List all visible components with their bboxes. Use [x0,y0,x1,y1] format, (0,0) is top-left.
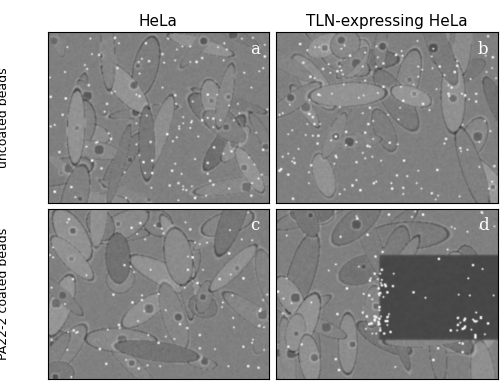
Text: TLN-expressing HeLa: TLN-expressing HeLa [306,14,468,29]
Text: c: c [250,217,260,234]
Text: d: d [478,217,488,234]
Text: b: b [478,41,488,58]
Text: HeLa: HeLa [138,14,177,29]
Text: a: a [250,41,260,58]
Text: PA22-2 coated beads: PA22-2 coated beads [0,228,10,360]
Text: uncoated beads: uncoated beads [0,67,10,168]
